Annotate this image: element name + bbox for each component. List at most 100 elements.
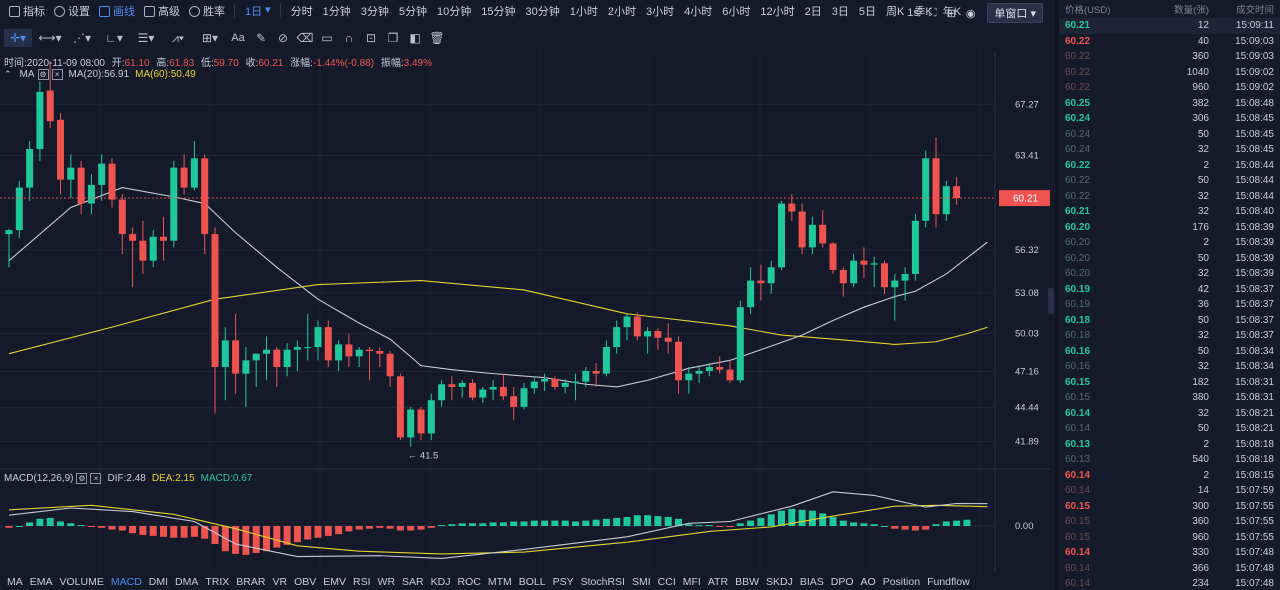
interval-16[interactable]: 5日: [858, 6, 877, 18]
interval-6[interactable]: 15分钟: [481, 6, 516, 18]
interval-12[interactable]: 6小时: [722, 6, 751, 18]
indicator-tab-8[interactable]: VR: [272, 576, 288, 588]
indicator-tab-21[interactable]: CCI: [657, 576, 676, 588]
indicator-tab-22[interactable]: MFI: [682, 576, 701, 588]
crosshair-icon[interactable]: ✛▾: [4, 29, 32, 47]
interval-1[interactable]: 分时: [290, 6, 313, 18]
interval-9[interactable]: 2小时: [607, 6, 637, 18]
eraser-icon[interactable]: ⌫: [296, 31, 314, 45]
indicator-tab-29[interactable]: Position: [882, 576, 921, 588]
collapse-icon[interactable]: ⌃: [4, 69, 12, 79]
parallel-lines-icon[interactable]: ☰▾: [137, 31, 155, 45]
close-icon[interactable]: ×: [90, 473, 102, 484]
indicator-tab-9[interactable]: OBV: [294, 576, 317, 588]
interval-15[interactable]: 3日: [831, 6, 849, 18]
price-tick-label: 56.32: [1015, 245, 1039, 256]
magnet-icon[interactable]: ∩: [344, 31, 354, 45]
ruler-icon[interactable]: ▭: [321, 31, 333, 45]
chevron-down-icon[interactable]: ▾: [265, 4, 271, 16]
indicator-tab-30[interactable]: Fundflow: [927, 576, 970, 588]
close-icon[interactable]: ×: [51, 69, 63, 80]
interval-17[interactable]: 周K: [886, 6, 905, 18]
interval-8[interactable]: 1小时: [569, 6, 598, 18]
interval-5[interactable]: 10分钟: [437, 6, 472, 18]
indicator-tab-16[interactable]: MTM: [487, 576, 512, 588]
camera-icon[interactable]: ◉: [965, 7, 976, 20]
settings-icon[interactable]: ⚙: [76, 473, 88, 484]
indicator-tab-28[interactable]: AO: [860, 576, 876, 588]
indicator-tab-15[interactable]: ROC: [457, 576, 481, 588]
indicator-tab-1[interactable]: EMA: [29, 576, 53, 588]
macd-bar: [922, 526, 930, 530]
interval-10[interactable]: 3小时: [646, 6, 675, 18]
interval-18[interactable]: 季K: [914, 6, 933, 18]
trend-line-icon[interactable]: ⋰▾: [72, 31, 92, 45]
angle-tool-icon[interactable]: ∟▾: [105, 31, 123, 45]
copy-icon[interactable]: ❐: [387, 31, 399, 45]
settings-icon[interactable]: ⚙: [37, 69, 49, 80]
indicator-tab-26[interactable]: BIAS: [799, 576, 824, 588]
trash-icon[interactable]: 🗑︎: [429, 31, 445, 45]
indicator-tab-17[interactable]: BOLL: [518, 576, 546, 588]
indicator-tab-11[interactable]: RSI: [353, 576, 371, 588]
indicator-tab-0[interactable]: MA: [7, 576, 23, 588]
indicator-tab-19[interactable]: StochRSI: [580, 576, 625, 588]
hide-icon[interactable]: ◧: [409, 31, 421, 45]
indicator-tab-12[interactable]: WR: [377, 576, 396, 588]
interval-14[interactable]: 2日: [804, 6, 822, 18]
interval-2[interactable]: 1分钟: [322, 6, 351, 18]
horizontal-line-icon[interactable]: ⟷▾: [38, 31, 62, 45]
indicator-tab-7[interactable]: BRAR: [236, 576, 266, 588]
indicator-tab-4[interactable]: DMI: [148, 576, 169, 588]
refresh-rate[interactable]: 1s: [907, 7, 919, 19]
indicator-tab-5[interactable]: DMA: [175, 576, 199, 588]
toolbar-settings[interactable]: 设置: [54, 3, 90, 19]
indicator-tab-27[interactable]: DPO: [830, 576, 854, 588]
toolbar-advanced[interactable]: 高级: [144, 3, 180, 19]
indicator-tab-24[interactable]: BBW: [735, 576, 759, 588]
trade-row: 60.22 360 15:09:03: [1059, 49, 1280, 65]
macd-bar: [242, 526, 250, 555]
link-icon[interactable]: ⊘: [277, 31, 289, 45]
indicator-tab-6[interactable]: TRIX: [205, 576, 230, 588]
interval-4[interactable]: 5分钟: [398, 6, 428, 18]
interval-19[interactable]: 年K: [942, 6, 962, 18]
indicator-tab-14[interactable]: KDJ: [430, 576, 451, 588]
interval-0[interactable]: 1日: [245, 6, 263, 18]
trade-time: 15:08:21: [1235, 407, 1274, 419]
interval-13[interactable]: 12小时: [760, 6, 795, 18]
collapse-handle[interactable]: [1048, 288, 1054, 314]
indicator-tab-25[interactable]: SKDJ: [765, 576, 793, 588]
indicator-tab-23[interactable]: ATR: [707, 576, 729, 588]
toolbar-winrate[interactable]: 胜率: [189, 3, 225, 19]
indicator-tab-3[interactable]: MACD: [110, 576, 142, 588]
brush-icon[interactable]: ✎: [255, 31, 267, 45]
grid-tool-icon[interactable]: ⊞▾: [201, 31, 219, 45]
window-mode-select[interactable]: 单窗口 ▾: [987, 3, 1043, 23]
indicator-tab-13[interactable]: SAR: [402, 576, 424, 588]
interval-11[interactable]: 4小时: [684, 6, 713, 18]
panel-divider: [1055, 0, 1059, 590]
toolbar-draw[interactable]: 画线: [99, 3, 135, 19]
trade-row: 60.24 50 15:08:45: [1059, 127, 1280, 143]
lock-icon[interactable]: ⊡: [365, 31, 377, 45]
candle-body: [520, 388, 528, 407]
toolbar-indicator[interactable]: 指标: [9, 3, 45, 19]
interval-7[interactable]: 30分钟: [525, 6, 560, 18]
trade-time: 15:07:48: [1235, 547, 1274, 559]
wave-tool-icon[interactable]: ⩘▾: [172, 30, 184, 45]
fullscreen-icon[interactable]: ⛶: [928, 6, 937, 19]
layout-icon[interactable]: ⊞: [946, 7, 956, 20]
candle-body: [98, 163, 106, 185]
indicator-tab-20[interactable]: SMI: [631, 576, 651, 588]
interval-3[interactable]: 3分钟: [360, 6, 389, 18]
trade-qty: 32: [1197, 361, 1209, 373]
text-tool-icon[interactable]: Aa: [231, 32, 245, 44]
trade-time: 15:07:48: [1235, 578, 1274, 590]
indicator-tab-10[interactable]: EMV: [323, 576, 347, 588]
trade-price: 60.22: [1065, 190, 1091, 202]
indicator-tab-18[interactable]: PSY: [552, 576, 574, 588]
candlestick-chart[interactable]: 67.27 63.41 56.32 53.08 50.03 47.16 44.44 41.89…: [0, 52, 1050, 572]
trade-price: 60.19: [1065, 283, 1091, 295]
indicator-tab-2[interactable]: VOLUME: [59, 576, 104, 588]
